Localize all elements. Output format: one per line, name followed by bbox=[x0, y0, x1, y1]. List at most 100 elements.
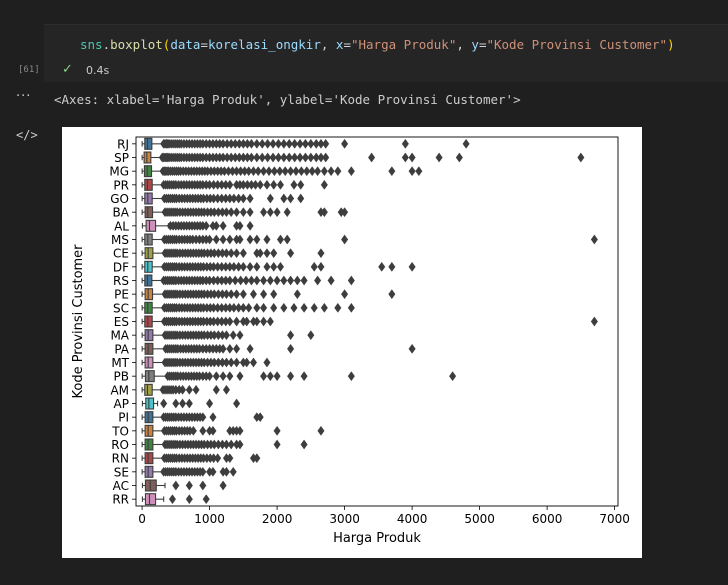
outlier-point bbox=[260, 166, 268, 177]
outlier-point bbox=[239, 207, 247, 218]
more-icon[interactable]: ··· bbox=[16, 89, 32, 104]
outlier-point bbox=[408, 166, 416, 177]
outlier-point bbox=[310, 261, 318, 272]
outlier-point bbox=[273, 275, 281, 286]
execution-count: [61] bbox=[18, 65, 40, 75]
outlier-point bbox=[263, 234, 271, 245]
outlier-point bbox=[243, 316, 251, 327]
outlier-point bbox=[233, 248, 241, 259]
outlier-point bbox=[334, 302, 342, 313]
code-icon[interactable]: </> bbox=[16, 128, 38, 142]
outlier-point bbox=[300, 439, 308, 450]
outlier-point bbox=[287, 371, 295, 382]
outlier-point bbox=[222, 207, 231, 218]
outlier-point bbox=[256, 179, 264, 190]
outlier-point bbox=[269, 152, 277, 163]
outlier-point bbox=[206, 234, 214, 245]
outlier-point bbox=[408, 152, 416, 163]
outlier-point bbox=[290, 179, 298, 190]
outlier-point bbox=[235, 261, 243, 272]
outlier-point bbox=[276, 179, 285, 190]
outlier-point bbox=[246, 234, 254, 245]
outlier-point bbox=[320, 302, 328, 313]
outlier-point bbox=[209, 425, 217, 436]
outlier-point bbox=[296, 152, 304, 163]
code-cell[interactable]: sns.boxplot(data=korelasi_ongkir, x="Har… bbox=[44, 24, 728, 82]
outlier-point bbox=[239, 302, 247, 313]
y-tick-label: AM bbox=[110, 383, 129, 397]
outlier-point bbox=[290, 302, 298, 313]
outlier-point bbox=[307, 330, 315, 341]
outlier-point bbox=[317, 138, 325, 149]
code-eq2: = bbox=[343, 37, 351, 52]
box-df bbox=[144, 260, 153, 273]
outlier-point bbox=[236, 439, 244, 450]
outlier-point bbox=[235, 302, 243, 313]
outlier-point bbox=[253, 302, 261, 313]
y-tick-label: GO bbox=[110, 192, 129, 206]
outlier-point bbox=[219, 220, 227, 231]
code-close-paren: ) bbox=[667, 37, 675, 52]
box-sc bbox=[144, 301, 153, 314]
outlier-point bbox=[172, 398, 180, 409]
outlier-point bbox=[251, 179, 260, 190]
outlier-point bbox=[312, 152, 320, 163]
outlier-point bbox=[263, 179, 271, 190]
outlier-point bbox=[222, 357, 231, 368]
outlier-point bbox=[222, 248, 231, 259]
outlier-point bbox=[222, 439, 231, 450]
outlier-point bbox=[266, 275, 274, 286]
outlier-point bbox=[253, 138, 261, 149]
x-tick-label: 2000 bbox=[262, 512, 293, 526]
y-tick-label: PB bbox=[114, 370, 129, 384]
y-tick-label: DF bbox=[113, 260, 129, 274]
y-tick-label: PI bbox=[118, 411, 129, 425]
box-mg bbox=[143, 165, 153, 178]
outlier-point bbox=[322, 138, 330, 149]
x-tick-label: 5000 bbox=[464, 512, 495, 526]
outlier-point bbox=[260, 302, 268, 313]
outlier-point bbox=[260, 275, 268, 286]
outlier-point bbox=[235, 193, 243, 204]
outlier-point bbox=[246, 343, 254, 354]
x-tick-label: 7000 bbox=[599, 512, 630, 526]
outlier-point bbox=[327, 275, 335, 286]
code-line[interactable]: sns.boxplot(data=korelasi_ongkir, x="Har… bbox=[80, 37, 675, 52]
outlier-point bbox=[227, 289, 235, 300]
outlier-point bbox=[280, 138, 288, 149]
outlier-point bbox=[307, 152, 315, 163]
outlier-point bbox=[269, 138, 277, 149]
outlier-point bbox=[449, 371, 457, 382]
outlier-point bbox=[266, 193, 274, 204]
y-tick-label: CE bbox=[113, 247, 129, 261]
outlier-point bbox=[341, 234, 349, 245]
outlier-point bbox=[253, 152, 261, 163]
code-eq3: = bbox=[478, 37, 487, 52]
outlier-point bbox=[212, 371, 220, 382]
outlier-point bbox=[401, 138, 409, 149]
outlier-point bbox=[227, 357, 235, 368]
outlier-point bbox=[388, 166, 396, 177]
outlier-point bbox=[301, 138, 309, 149]
outlier-point bbox=[253, 234, 261, 245]
outlier-point bbox=[249, 289, 258, 300]
box-sp bbox=[143, 151, 152, 164]
outlier-point bbox=[435, 152, 443, 163]
outlier-point bbox=[202, 220, 210, 231]
outlier-point bbox=[212, 220, 220, 231]
outlier-point bbox=[317, 261, 325, 272]
outlier-point bbox=[202, 494, 210, 505]
outlier-point bbox=[246, 193, 254, 204]
outlier-point bbox=[185, 398, 193, 409]
outlier-point bbox=[273, 371, 281, 382]
y-tick-label: BA bbox=[113, 206, 130, 220]
outlier-point bbox=[347, 371, 355, 382]
outlier-point bbox=[229, 466, 237, 477]
outlier-point bbox=[270, 261, 278, 272]
outlier-point bbox=[266, 316, 274, 327]
outlier-point bbox=[292, 166, 300, 177]
outlier-point bbox=[226, 275, 234, 286]
outlier-point bbox=[245, 166, 253, 177]
outlier-point bbox=[263, 248, 271, 259]
outlier-point bbox=[312, 138, 320, 149]
